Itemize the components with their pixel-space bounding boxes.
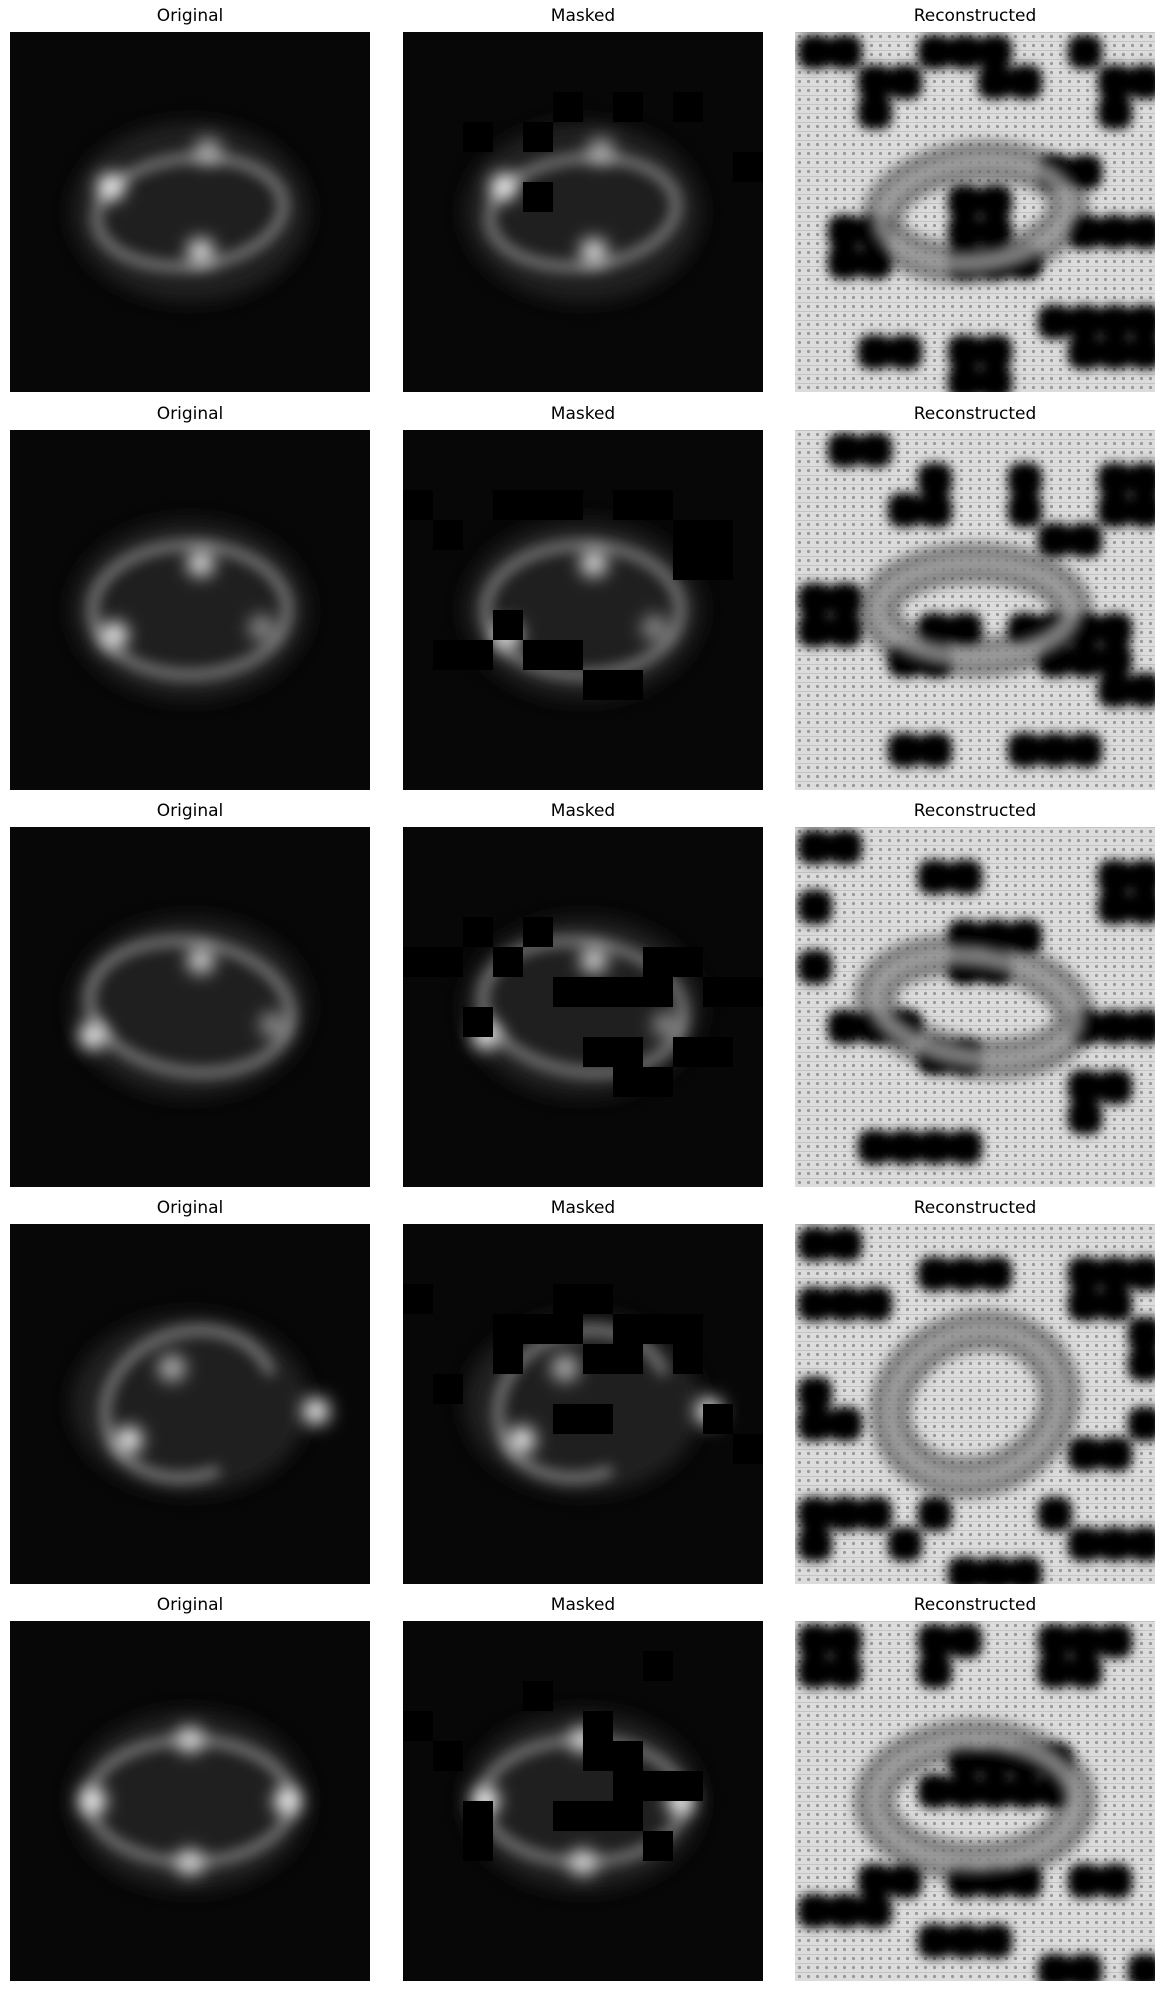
panel-title-original: Original bbox=[156, 1198, 224, 1218]
panel-title-masked: Masked bbox=[550, 801, 616, 821]
panel-title-masked: Masked bbox=[550, 1198, 616, 1218]
panel-image-masked bbox=[403, 1621, 763, 1981]
ring-bright-knots bbox=[101, 550, 275, 649]
panel-title-masked: Masked bbox=[550, 6, 616, 26]
ring-bright-knots bbox=[115, 1355, 329, 1453]
lensing-ring bbox=[478, 936, 688, 1078]
panel-image-original bbox=[10, 1224, 370, 1584]
ring-bright-knots bbox=[472, 947, 679, 1049]
lensing-ring bbox=[857, 938, 1093, 1076]
ring-bright-knots bbox=[79, 1726, 301, 1876]
lensing-ring bbox=[85, 936, 295, 1078]
panel-title-reconstructed: Reconstructed bbox=[913, 6, 1037, 26]
panel-image-masked bbox=[403, 430, 763, 790]
mask-patches bbox=[403, 1651, 703, 1861]
reconstructed-dark-blobs bbox=[798, 1227, 1155, 1584]
panel-title-original: Original bbox=[156, 801, 224, 821]
ring-bright-knots bbox=[490, 137, 614, 265]
mask-patches bbox=[463, 92, 763, 212]
lensing-ring bbox=[88, 540, 292, 680]
panel-image-reconstructed bbox=[795, 32, 1155, 392]
panel-title-masked: Masked bbox=[550, 404, 616, 424]
lensing-ring bbox=[857, 1722, 1093, 1880]
panel-title-reconstructed: Reconstructed bbox=[913, 404, 1037, 424]
panel-image-masked bbox=[403, 827, 763, 1187]
panel-image-masked bbox=[403, 1224, 763, 1584]
panel-image-original bbox=[10, 827, 370, 1187]
panel-title-masked: Masked bbox=[550, 1595, 616, 1615]
panel-title-reconstructed: Reconstructed bbox=[913, 1595, 1037, 1615]
lensing-ring bbox=[92, 152, 288, 272]
mask-patches bbox=[403, 1284, 763, 1464]
lensing-ring bbox=[100, 1325, 280, 1483]
panel-title-reconstructed: Reconstructed bbox=[913, 801, 1037, 821]
reconstructed-dark-blobs bbox=[798, 433, 1155, 767]
panel-title-original: Original bbox=[156, 1595, 224, 1615]
panel-title-original: Original bbox=[156, 404, 224, 424]
panel-title-reconstructed: Reconstructed bbox=[913, 1198, 1037, 1218]
panel-image-reconstructed bbox=[795, 430, 1155, 790]
lensing-ring bbox=[873, 1313, 1077, 1495]
reconstructed-dark-blobs bbox=[798, 830, 1155, 1164]
lensing-ring bbox=[860, 546, 1090, 674]
lensing-ring bbox=[864, 143, 1086, 281]
panel-image-reconstructed bbox=[795, 1224, 1155, 1584]
ring-bright-knots bbox=[97, 137, 221, 265]
panel-image-original bbox=[10, 430, 370, 790]
panel-title-original: Original bbox=[156, 6, 224, 26]
ring-bright-knots bbox=[79, 947, 286, 1049]
mask-patches bbox=[403, 490, 733, 700]
panel-image-reconstructed bbox=[795, 1621, 1155, 1981]
mask-patches bbox=[403, 917, 763, 1097]
panel-image-original bbox=[10, 32, 370, 392]
panel-image-masked bbox=[403, 32, 763, 392]
lensing-ring bbox=[485, 152, 681, 272]
panel-image-reconstructed bbox=[795, 827, 1155, 1187]
panel-image-original bbox=[10, 1621, 370, 1981]
